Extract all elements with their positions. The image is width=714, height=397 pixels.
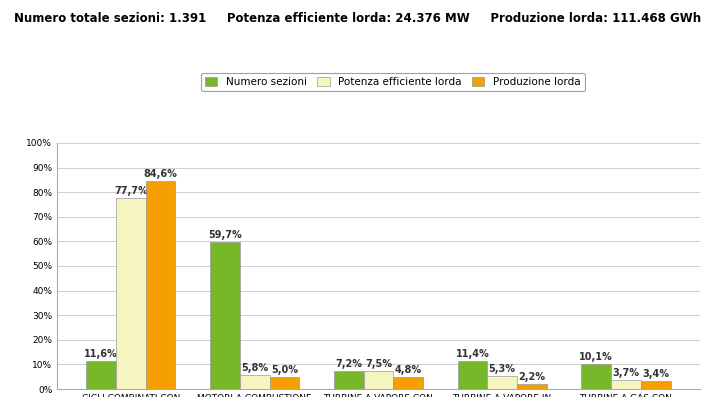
Bar	[517, 384, 547, 389]
Text: 11,4%: 11,4%	[456, 349, 489, 359]
Text: 5,3%: 5,3%	[488, 364, 516, 374]
Bar	[146, 181, 176, 389]
Bar	[640, 381, 670, 389]
Text: 10,1%: 10,1%	[579, 352, 613, 362]
Text: 7,5%: 7,5%	[365, 358, 392, 369]
Text: 3,4%: 3,4%	[642, 369, 669, 379]
Text: 3,7%: 3,7%	[613, 368, 640, 378]
Bar	[488, 376, 517, 389]
Text: 7,2%: 7,2%	[335, 359, 362, 369]
Text: 11,6%: 11,6%	[84, 349, 118, 358]
Bar	[458, 361, 488, 389]
Bar	[240, 375, 269, 389]
Bar	[611, 380, 640, 389]
Text: 84,6%: 84,6%	[144, 169, 178, 179]
Text: 77,7%: 77,7%	[114, 186, 148, 196]
Text: 5,8%: 5,8%	[241, 363, 268, 373]
Text: 59,7%: 59,7%	[208, 230, 242, 240]
Bar	[86, 360, 116, 389]
Text: 4,8%: 4,8%	[395, 365, 422, 375]
Text: Numero totale sezioni: 1.391     Potenza efficiente lorda: 24.376 MW     Produzi: Numero totale sezioni: 1.391 Potenza eff…	[14, 12, 701, 25]
Bar	[393, 377, 423, 389]
Legend: Numero sezioni, Potenza efficiente lorda, Produzione lorda: Numero sezioni, Potenza efficiente lorda…	[201, 73, 585, 91]
Bar	[581, 364, 611, 389]
Bar	[210, 242, 240, 389]
Bar	[363, 371, 393, 389]
Text: 5,0%: 5,0%	[271, 365, 298, 375]
Text: 2,2%: 2,2%	[518, 372, 545, 382]
Bar	[116, 198, 146, 389]
Bar	[269, 377, 299, 389]
Bar	[334, 371, 363, 389]
